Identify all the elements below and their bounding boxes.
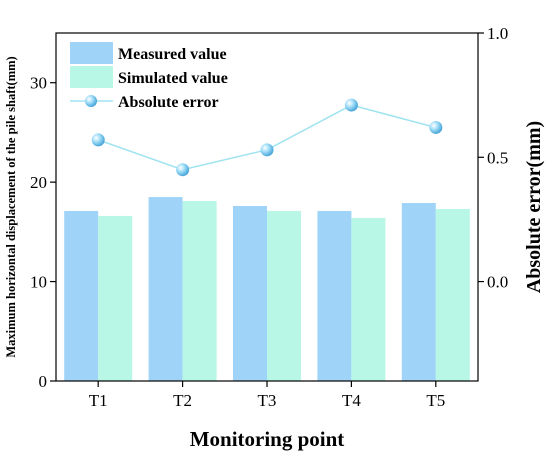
left-tick-label: 0 <box>39 372 48 391</box>
left-tick-label: 10 <box>30 273 47 292</box>
right-axis-title: Absolute error(mm) <box>523 121 545 293</box>
bar-simulated-T1 <box>98 215 133 381</box>
right-tick-label: 1.0 <box>487 24 508 43</box>
bar-simulated-T5 <box>435 208 470 381</box>
bar-measured-T2 <box>148 197 183 381</box>
x-tick-label-T4: T4 <box>342 391 361 410</box>
legend: Measured value Simulated value Absolute … <box>70 42 228 111</box>
bar-measured-T1 <box>64 210 99 381</box>
legend-swatch-simulated <box>70 66 113 88</box>
error-point-T4 <box>344 98 358 112</box>
bar-simulated-T2 <box>182 201 217 381</box>
legend-label-error: Absolute error <box>118 94 219 111</box>
bar-measured-T4 <box>317 210 352 381</box>
x-tick-label-T5: T5 <box>426 391 445 410</box>
bar-simulated-T3 <box>267 210 301 381</box>
left-tick-label: 30 <box>30 74 47 93</box>
error-point-T2 <box>176 163 190 177</box>
right-tick-label: 0.0 <box>487 273 508 292</box>
bar-measured-T3 <box>233 206 267 381</box>
legend-swatch-measured <box>70 42 113 64</box>
bars-layer <box>64 197 470 381</box>
bar-simulated-T4 <box>351 217 386 381</box>
x-tick-label-T3: T3 <box>258 391 277 410</box>
bar-measured-T5 <box>401 203 436 381</box>
right-axis-ticks: 0.0 0.5 1.0 <box>478 24 508 292</box>
right-tick-label: 0.5 <box>487 148 508 167</box>
x-tick-label-T2: T2 <box>173 391 192 410</box>
error-point-T1 <box>91 133 105 147</box>
left-axis-ticks: 0 10 20 30 <box>30 74 56 391</box>
left-tick-label: 20 <box>30 173 47 192</box>
legend-swatch-error-marker <box>85 95 97 107</box>
error-series-line <box>97 104 436 171</box>
error-point-T3 <box>260 143 274 157</box>
x-axis-title: Monitoring point <box>190 427 345 451</box>
error-line-layer <box>91 98 443 177</box>
legend-label-measured: Measured value <box>118 46 227 63</box>
error-point-T5 <box>429 120 443 134</box>
x-tick-label-T1: T1 <box>89 391 108 410</box>
legend-label-simulated: Simulated value <box>118 70 228 87</box>
left-axis-title: Maximum horizontal displacement of the p… <box>4 56 18 357</box>
x-axis-ticks: T1 T2 T3 T4 T5 <box>89 381 445 410</box>
